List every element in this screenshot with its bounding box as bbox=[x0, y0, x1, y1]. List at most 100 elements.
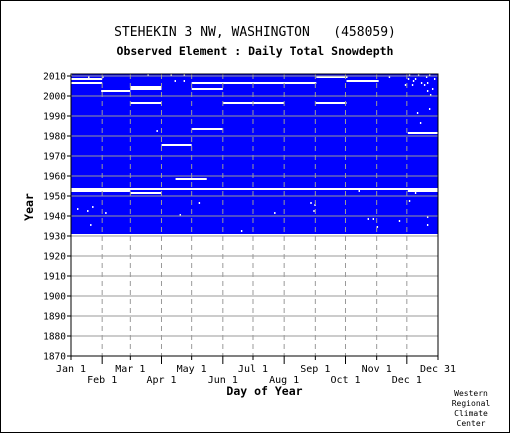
y-tick-label: 1980 bbox=[43, 132, 66, 143]
x-tick-label: Aug 1 bbox=[269, 375, 299, 386]
x-tick-label: Oct 1 bbox=[330, 375, 360, 386]
missing-day bbox=[412, 80, 415, 82]
chart-subtitle: Observed Element : Daily Total Snowdepth bbox=[116, 44, 394, 58]
x-tick-label: Jun 1 bbox=[208, 375, 238, 386]
missing-day bbox=[88, 76, 90, 78]
missing-segment bbox=[175, 178, 207, 180]
missing-segment bbox=[191, 128, 223, 130]
x-tick-label: Jan 1 bbox=[56, 364, 86, 375]
missing-day bbox=[428, 74, 431, 76]
x-tick-label: Dec 31 bbox=[420, 364, 456, 375]
missing-day bbox=[92, 206, 94, 208]
missing-segment bbox=[130, 192, 162, 194]
missing-segment bbox=[316, 76, 348, 78]
missing-day bbox=[310, 202, 312, 204]
missing-segment bbox=[101, 90, 131, 92]
x-tick-label: Sep 1 bbox=[300, 364, 330, 375]
missing-segment bbox=[346, 80, 379, 82]
missing-day bbox=[428, 108, 431, 110]
y-tick-label: 1930 bbox=[43, 232, 66, 243]
missing-day bbox=[183, 74, 186, 76]
missing-day bbox=[404, 84, 407, 86]
y-tick-label: 1890 bbox=[43, 312, 66, 323]
missing-day bbox=[416, 112, 419, 114]
missing-day bbox=[77, 208, 79, 210]
missing-day bbox=[426, 90, 429, 92]
missing-day bbox=[414, 192, 417, 194]
missing-segment bbox=[407, 190, 438, 192]
missing-segment bbox=[191, 82, 317, 84]
missing-segment bbox=[315, 102, 347, 104]
missing-segment bbox=[130, 86, 162, 88]
missing-day bbox=[431, 88, 434, 90]
x-tick-label: May 1 bbox=[177, 364, 207, 375]
missing-segment bbox=[71, 82, 103, 84]
y-tick-label: 1960 bbox=[43, 172, 66, 183]
y-tick-label: 1900 bbox=[43, 292, 66, 303]
y-tick-label: 2010 bbox=[43, 72, 66, 83]
missing-segment bbox=[71, 188, 438, 190]
y-tick-label: 1910 bbox=[43, 272, 66, 283]
missing-segment bbox=[71, 190, 131, 192]
x-tick-label: Nov 1 bbox=[362, 364, 392, 375]
missing-day bbox=[313, 210, 315, 212]
missing-day bbox=[433, 78, 436, 80]
missing-day bbox=[411, 84, 414, 86]
missing-segment bbox=[130, 88, 162, 90]
missing-segment bbox=[71, 78, 103, 80]
missing-day bbox=[358, 190, 360, 192]
missing-segment bbox=[71, 74, 73, 76]
missing-day bbox=[87, 210, 89, 212]
missing-day bbox=[105, 212, 107, 214]
plot-border bbox=[70, 73, 439, 357]
missing-segment bbox=[407, 132, 438, 134]
missing-day bbox=[183, 80, 186, 82]
missing-day bbox=[420, 82, 423, 84]
missing-day bbox=[398, 220, 401, 222]
missing-day bbox=[274, 212, 276, 214]
y-tick-label: 1970 bbox=[43, 152, 66, 163]
x-tick-label: Apr 1 bbox=[146, 375, 176, 386]
missing-day bbox=[240, 230, 243, 232]
y-tick-label: 1990 bbox=[43, 112, 66, 123]
missing-day bbox=[429, 94, 432, 96]
x-axis-label: Day of Year bbox=[226, 384, 302, 398]
missing-day bbox=[408, 200, 411, 202]
y-tick-label: 2000 bbox=[43, 92, 66, 103]
missing-segment bbox=[191, 88, 223, 90]
y-axis-label: Year bbox=[22, 193, 36, 221]
missing-day bbox=[419, 122, 422, 124]
missing-day bbox=[102, 76, 104, 78]
missing-day bbox=[156, 130, 158, 132]
missing-day bbox=[198, 202, 201, 204]
missing-segment bbox=[222, 102, 285, 104]
observed-data-block bbox=[71, 74, 438, 234]
y-tick-label: 1950 bbox=[43, 192, 66, 203]
missing-segment bbox=[130, 102, 162, 104]
x-tick-label: Jul 1 bbox=[238, 364, 268, 375]
missing-day bbox=[417, 74, 420, 76]
chart-title: STEHEKIN 3 NW, WASHINGTON (458059) bbox=[114, 25, 396, 40]
missing-day bbox=[367, 218, 370, 220]
credit-label: Western Regional Climate Center bbox=[451, 389, 491, 428]
missing-segment bbox=[161, 144, 192, 146]
missing-day bbox=[426, 82, 429, 84]
missing-day bbox=[407, 78, 410, 80]
y-tick-label: 1870 bbox=[43, 352, 66, 363]
missing-day bbox=[90, 224, 92, 226]
missing-day bbox=[423, 84, 426, 86]
missing-day bbox=[314, 204, 316, 206]
missing-day bbox=[414, 78, 417, 80]
y-tick-label: 1940 bbox=[43, 212, 66, 223]
y-tick-label: 1920 bbox=[43, 252, 66, 263]
x-tick-label: Dec 1 bbox=[392, 375, 422, 386]
missing-day bbox=[372, 218, 375, 220]
missing-day bbox=[425, 76, 428, 78]
x-tick-label: Feb 1 bbox=[87, 375, 117, 386]
missing-day bbox=[170, 74, 172, 76]
y-tick-label: 1880 bbox=[43, 332, 66, 343]
x-tick-label: Mar 1 bbox=[115, 364, 145, 375]
missing-day bbox=[174, 80, 176, 82]
